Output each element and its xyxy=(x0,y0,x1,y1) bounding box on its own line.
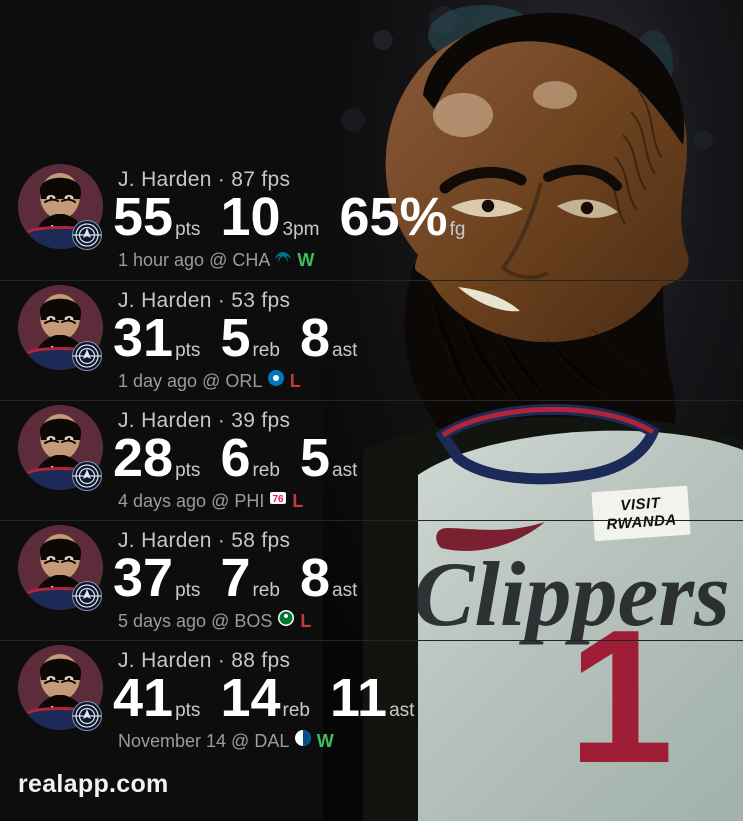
svg-text:76: 76 xyxy=(273,494,285,505)
